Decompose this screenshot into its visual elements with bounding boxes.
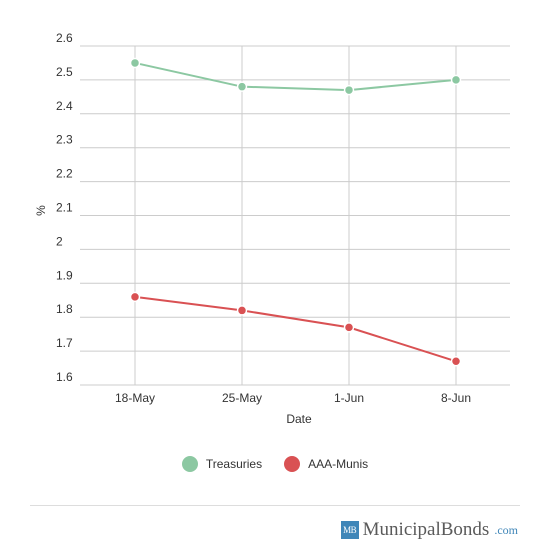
y-tick-label: 1.7	[56, 336, 73, 350]
x-axis-title: Date	[286, 412, 312, 426]
chart-legend: Treasuries AAA-Munis	[0, 452, 550, 476]
series-lines	[129, 57, 462, 367]
y-tick-label: 2.5	[56, 65, 73, 79]
data-point-aaa-munis	[236, 305, 248, 316]
gridlines	[80, 45, 510, 386]
legend-label-treasuries: Treasuries	[205, 457, 263, 471]
y-tick-label: 2	[56, 234, 63, 248]
data-point-treasuries	[343, 84, 355, 96]
y-tick-label: 1.9	[56, 268, 73, 282]
y-tick-label: 2.3	[56, 133, 73, 147]
brand-logo[interactable]: MB MunicipalBonds .com	[340, 519, 518, 541]
y-tick-label: 2.2	[56, 167, 73, 181]
legend-label-aaa-munis: AAA-Munis	[308, 457, 369, 471]
legend-item-aaa-munis[interactable]: AAA-Munis	[284, 456, 368, 472]
y-tick-label: 1.6	[56, 370, 73, 384]
data-point-treasuries	[450, 74, 462, 86]
series-line-treasuries	[134, 61, 457, 92]
data-point-aaa-munis	[129, 291, 141, 303]
data-point-aaa-munis	[343, 322, 355, 333]
legend-swatch-treasuries	[181, 456, 198, 472]
legend-swatch-aaa-munis	[284, 456, 301, 472]
x-tick-label: 25-May	[222, 391, 262, 405]
data-point-aaa-munis	[450, 356, 462, 367]
y-tick-label: 1.8	[56, 302, 73, 316]
x-tick-labels: 18-May 25-May 1-Jun 8-Jun	[115, 391, 471, 405]
y-axis-title: %	[34, 205, 48, 216]
x-tick-label: 18-May	[115, 391, 155, 405]
series-line-aaa-munis	[134, 295, 457, 363]
legend-item-treasuries[interactable]: Treasuries	[181, 456, 263, 472]
line-chart: 1.6 1.7 1.8 1.9 2 2.1 2.2 2.3 2.4 2.5 2.6 18-May 25…	[34, 31, 510, 426]
data-point-treasuries	[129, 57, 141, 69]
y-tick-labels: 1.6 1.7 1.8 1.9 2 2.1 2.2 2.3 2.4 2.5 2.6	[56, 31, 73, 384]
y-tick-label: 2.6	[56, 31, 73, 45]
y-tick-label: 2.4	[56, 99, 73, 113]
data-point-treasuries	[236, 81, 248, 92]
footer-divider	[30, 505, 520, 506]
y-tick-label: 2.1	[56, 201, 73, 215]
x-tick-label: 1-Jun	[334, 391, 364, 405]
brand-name: MunicipalBonds	[362, 519, 490, 540]
brand-mark-icon: MB	[340, 521, 359, 539]
brand-tld: .com	[494, 522, 518, 537]
x-tick-label: 8-Jun	[441, 391, 471, 405]
